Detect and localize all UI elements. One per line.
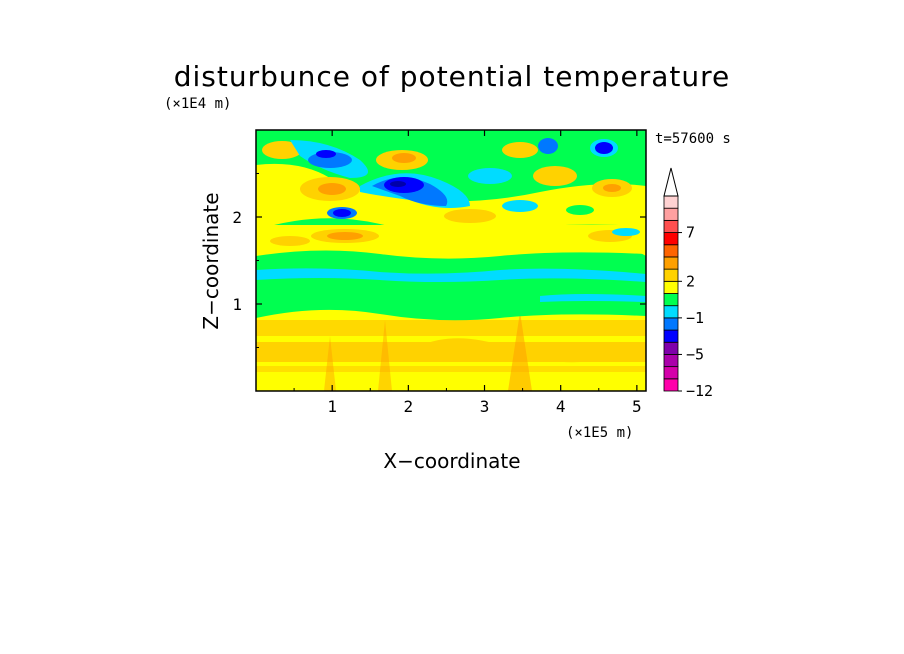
- x-tick-label: 2: [404, 397, 414, 416]
- colorbar-tick-label: −12: [686, 382, 713, 400]
- colorbar-segment: [663, 219, 679, 233]
- x-tick-label: 5: [632, 397, 642, 416]
- colorbar-segment: [663, 195, 679, 209]
- x-axis: 1 2 3 4 5: [293, 130, 642, 416]
- x-tick-label: 1: [327, 397, 337, 416]
- colorbar-segment: [663, 244, 679, 258]
- y-tick-label: 2: [232, 208, 242, 227]
- x-tick-label: 4: [556, 397, 566, 416]
- colorbar-segment: [663, 317, 679, 331]
- time-label: t=57600 s: [655, 131, 731, 147]
- colorbar-segment: [663, 378, 679, 392]
- y-axis: 12: [232, 173, 646, 348]
- colorbar-ticks: 7 2 −1 −5 −12: [678, 224, 713, 400]
- colorbar-tick-label: 7: [686, 224, 695, 242]
- colorbar-segment: [663, 341, 679, 355]
- colorbar-tick-label: −5: [686, 345, 704, 363]
- chart-title: disturbunce of potential temperature: [174, 60, 731, 93]
- colorbar-extend-arrow: [663, 167, 679, 197]
- colorbar-segment: [663, 293, 679, 307]
- x-tick-label: 3: [480, 397, 490, 416]
- colorbar: [663, 167, 679, 392]
- contour-plot-area: [256, 130, 646, 391]
- colorbar-segment: [663, 305, 679, 319]
- colorbar-segment: [663, 256, 679, 270]
- colorbar-segment: [663, 354, 679, 368]
- colorbar-segment: [663, 366, 679, 380]
- y-unit-label: (×1E4 m): [164, 96, 231, 112]
- colorbar-tick-label: 2: [686, 272, 695, 290]
- colorbar-segment: [663, 232, 679, 246]
- colorbar-segment: [663, 280, 679, 294]
- x-unit-label: (×1E5 m): [566, 425, 633, 441]
- colorbar-segment: [663, 268, 679, 282]
- colorbar-tick-label: −1: [686, 309, 704, 327]
- y-axis-label: Z−coordinate: [199, 192, 223, 329]
- x-axis-label: X−coordinate: [383, 449, 520, 473]
- y-tick-label: 1: [232, 295, 242, 314]
- colorbar-segment: [663, 329, 679, 343]
- colorbar-segment: [663, 207, 679, 221]
